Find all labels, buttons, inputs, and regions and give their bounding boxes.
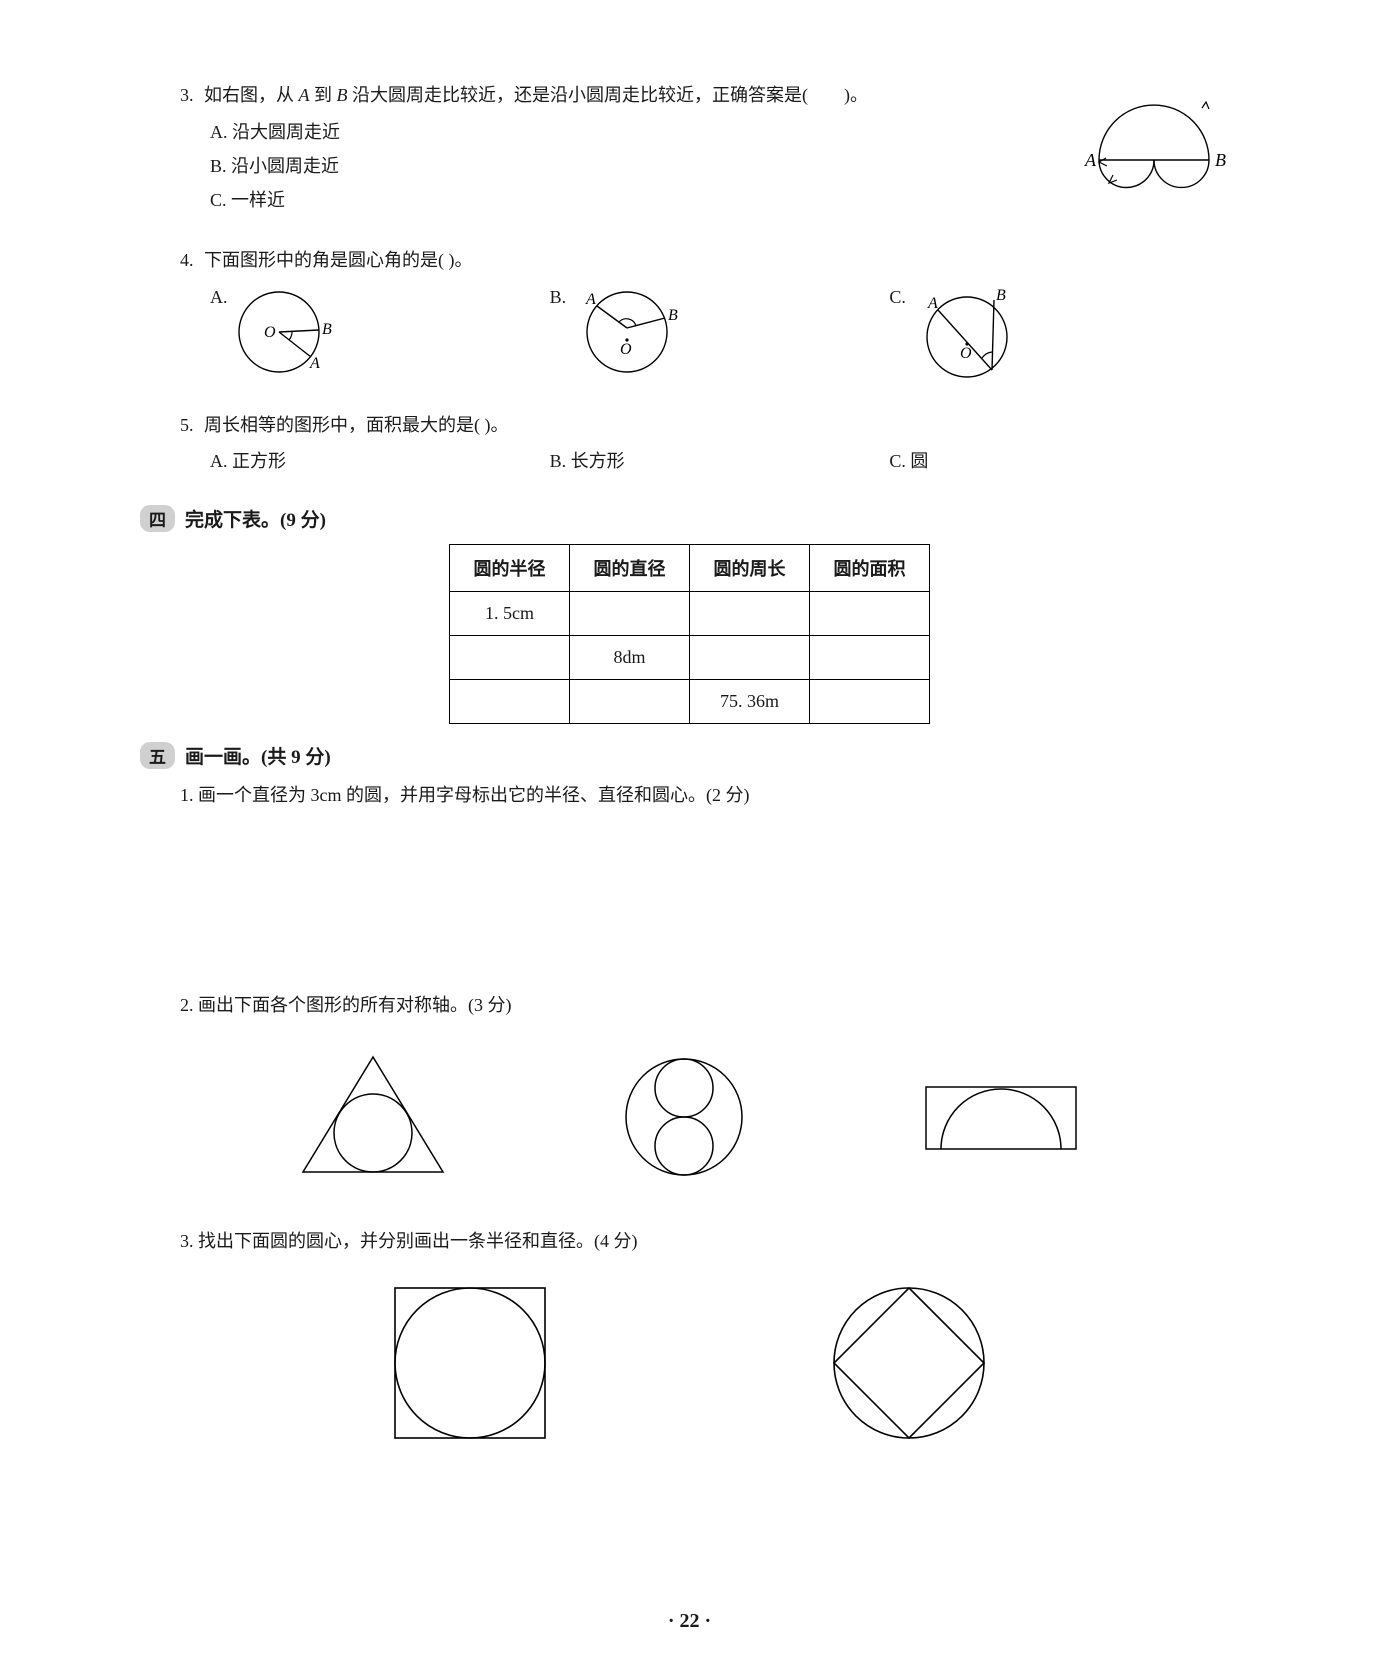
q4-number: 4. <box>180 250 194 270</box>
table-cell[interactable] <box>690 635 810 679</box>
table-cell[interactable] <box>690 591 810 635</box>
table-cell[interactable] <box>810 679 930 723</box>
q4-text: 下面图形中的角是圆心角的是( )。 <box>204 250 473 270</box>
q4-opt-a-label: A. <box>210 282 228 313</box>
question-3: 3. 如右图，从 A 到 B 沿大圆周走比较近，还是沿小圆周走比较近，正确答案是… <box>150 80 1229 217</box>
col-area: 圆的面积 <box>810 544 930 591</box>
table-row: 75. 36m <box>450 679 930 723</box>
q5-number: 5. <box>180 415 194 435</box>
q5-text: 周长相等的图形中，面积最大的是( )。 <box>204 415 509 435</box>
s5q2-fig-circles <box>619 1052 749 1182</box>
q5-opt-b[interactable]: B. 长方形 <box>550 446 890 477</box>
table-cell[interactable]: 8dm <box>570 635 690 679</box>
q5-opt-c[interactable]: C. 圆 <box>889 446 1229 477</box>
table-cell[interactable] <box>810 591 930 635</box>
q3-blank[interactable] <box>808 85 844 105</box>
col-diameter: 圆的直径 <box>570 544 690 591</box>
q3-opt-b[interactable]: B. 沿小圆周走近 <box>210 149 1229 183</box>
q4-fig-a: O B A <box>234 282 334 382</box>
table-cell[interactable] <box>450 635 570 679</box>
q3-text-wrap: 如右图，从 A 到 B 沿大圆周走比较近，还是沿小圆周走比较近，正确答案是( )… <box>204 80 868 111</box>
q4-opt-b-label: B. <box>550 282 567 313</box>
table-cell[interactable] <box>450 679 570 723</box>
q3-opt-a[interactable]: A. 沿大圆周走近 <box>210 115 1229 149</box>
section-5-header: 五 画一画。(共 9 分) <box>140 742 1229 769</box>
section-5-badge: 五 <box>140 742 175 769</box>
table-row: 1. 5cm <box>450 591 930 635</box>
table-cell[interactable] <box>810 635 930 679</box>
q4c-o: O <box>960 345 972 362</box>
q4b-a: A <box>585 291 596 308</box>
q3-figure: A B <box>1079 90 1239 190</box>
circle-table: 圆的半径 圆的直径 圆的周长 圆的面积 1. 5cm 8dm 75. 36m <box>449 544 930 724</box>
q4-opt-c-label: C. <box>889 282 906 313</box>
section-4-badge: 四 <box>140 505 175 532</box>
question-5: 5. 周长相等的图形中，面积最大的是( )。 A. 正方形 B. 长方形 C. … <box>150 410 1229 477</box>
section-5-title: 画一画。(共 9 分) <box>185 742 331 769</box>
q3-fig-label-a: A <box>1084 150 1097 170</box>
q4a-a: A <box>309 355 320 372</box>
table-cell[interactable]: 75. 36m <box>690 679 810 723</box>
q3-after: )。 <box>844 85 868 105</box>
q4b-o: O <box>620 341 632 358</box>
q3-fig-label-b: B <box>1215 150 1226 170</box>
section-4-header: 四 完成下表。(9 分) <box>140 505 1229 532</box>
table-row: 8dm <box>450 635 930 679</box>
q3-b: B <box>337 85 348 105</box>
q4b-b: B <box>668 307 678 324</box>
section5-q3: 3. 找出下面圆的圆心，并分别画出一条半径和直径。(4 分) <box>180 1227 1229 1253</box>
col-radius: 圆的半径 <box>450 544 570 591</box>
table-cell[interactable]: 1. 5cm <box>450 591 570 635</box>
q4a-b: B <box>322 321 332 338</box>
col-circumference: 圆的周长 <box>690 544 810 591</box>
q5-opt-a[interactable]: A. 正方形 <box>210 446 550 477</box>
q5-options: A. 正方形 B. 长方形 C. 圆 <box>210 446 1229 477</box>
s5q3-fig-circle-diamond <box>819 1273 999 1453</box>
section5-q2: 2. 画出下面各个图形的所有对称轴。(3 分) <box>180 991 1229 1017</box>
section5-q1: 1. 画一个直径为 3cm 的圆，并用字母标出它的半径、直径和圆心。(2 分) <box>180 781 1229 807</box>
q4-options: A. O B A B. A B O <box>210 282 1229 382</box>
q3-number: 3. <box>180 80 194 111</box>
section-4-title: 完成下表。(9 分) <box>185 505 326 532</box>
q4-opt-c[interactable]: C. A B O <box>889 282 1229 382</box>
q4-fig-b: A B O <box>572 282 682 382</box>
table-cell[interactable] <box>570 591 690 635</box>
q3-a: A <box>299 85 310 105</box>
q4-fig-c: A B O <box>912 282 1022 382</box>
q3-options: A. 沿大圆周走近 B. 沿小圆周走近 C. 一样近 <box>210 115 1229 218</box>
s5q2-num: 2. <box>180 995 194 1015</box>
s5q1-num: 1. <box>180 785 194 805</box>
q3-opt-c[interactable]: C. 一样近 <box>210 183 1229 217</box>
q4-opt-b[interactable]: B. A B O <box>550 282 890 382</box>
q3-mid1: 到 <box>310 85 337 105</box>
s5q1-text: 画一个直径为 3cm 的圆，并用字母标出它的半径、直径和圆心。(2 分) <box>198 785 749 805</box>
s5q3-text: 找出下面圆的圆心，并分别画出一条半径和直径。(4 分) <box>198 1231 638 1251</box>
table-header-row: 圆的半径 圆的直径 圆的周长 圆的面积 <box>450 544 930 591</box>
s5q2-text: 画出下面各个图形的所有对称轴。(3 分) <box>198 995 512 1015</box>
page-number: · 22 · <box>0 1610 1379 1633</box>
s5q1-workspace[interactable] <box>150 821 1229 991</box>
q4a-o: O <box>264 324 276 341</box>
q4-opt-a[interactable]: A. O B A <box>210 282 550 382</box>
s5q2-fig-triangle <box>293 1047 453 1187</box>
s5q3-fig-square-circle <box>380 1273 560 1453</box>
s5q2-fig-rect-arc <box>916 1072 1086 1162</box>
question-4: 4. 下面图形中的角是圆心角的是( )。 A. O B A B. <box>150 245 1229 382</box>
q4c-a: A <box>927 295 938 312</box>
q4c-b: B <box>996 287 1006 304</box>
q3-text-before: 如右图，从 <box>204 85 299 105</box>
s5q2-figures <box>210 1047 1169 1187</box>
q3-mid2: 沿大圆周走比较近，还是沿小圆周走比较近，正确答案是( <box>348 85 809 105</box>
s5q3-num: 3. <box>180 1231 194 1251</box>
table-cell[interactable] <box>570 679 690 723</box>
s5q3-figures <box>250 1273 1129 1453</box>
